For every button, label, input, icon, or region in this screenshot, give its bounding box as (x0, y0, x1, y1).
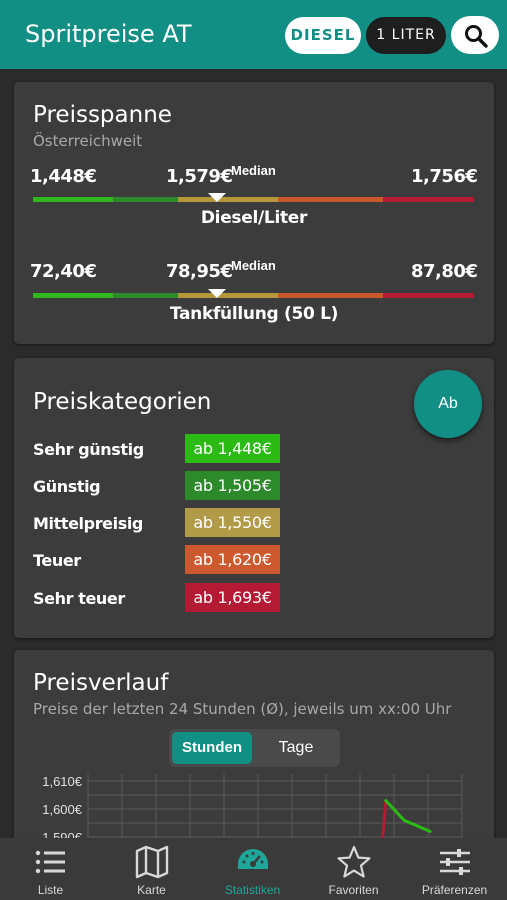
category-badge: ab 1,505€ (185, 471, 280, 500)
liter-median-price: 1,579€ (166, 166, 233, 187)
category-badge: ab 1,550€ (185, 508, 280, 537)
price-range-title: Preisspanne (33, 102, 172, 128)
category-badge: ab 1,448€ (185, 434, 280, 463)
toggle-days[interactable]: Tage (278, 739, 314, 756)
category-label: Mittelpreisig (33, 514, 143, 533)
search-button[interactable] (451, 16, 499, 54)
nav-label: Karte (137, 883, 166, 897)
period-toggle: Stunden Tage (169, 729, 340, 767)
tank-median-price: 78,95€ (166, 261, 233, 282)
tank-median-marker (208, 289, 226, 298)
map-icon (135, 845, 169, 879)
star-icon (337, 845, 371, 878)
series-line-segment (384, 799, 406, 822)
category-badge: ab 1,693€ (185, 583, 280, 612)
category-label: Teuer (33, 551, 81, 570)
tank-price-bar (33, 293, 474, 298)
category-label: Sehr günstig (33, 440, 144, 459)
ab-fab-button[interactable]: Ab (414, 370, 482, 438)
nav-item-praeferenzen[interactable]: Präferenzen (404, 838, 505, 900)
liter-price-bar (33, 197, 474, 202)
sliders-icon (440, 849, 470, 875)
app-bar: Spritpreise AT DIESEL 1 LITER (0, 0, 507, 69)
series-line-segment (402, 818, 432, 833)
category-badge: ab 1,620€ (185, 545, 280, 574)
tank-max-price: 87,80€ (411, 261, 478, 282)
bottom-navigation: Liste Karte Statistiken Favoriten (0, 838, 507, 900)
liter-min-price: 1,448€ (30, 166, 97, 187)
nav-label: Statistiken (224, 883, 281, 897)
search-icon (465, 25, 488, 48)
category-label: Günstig (33, 477, 101, 496)
nav-item-favoriten[interactable]: Favoriten (303, 838, 404, 900)
speedometer-icon (238, 849, 268, 869)
nav-label: Liste (37, 883, 64, 897)
nav-label: Favoriten (328, 883, 379, 897)
liter-bar-caption: Diesel/Liter (200, 208, 308, 228)
tank-min-price: 72,40€ (30, 261, 97, 282)
nav-item-statistiken[interactable]: Statistiken (202, 838, 303, 900)
list-icon (35, 850, 65, 874)
price-range-subtitle: Österreichweit (33, 132, 143, 150)
price-history-card: Preisverlauf Preise der letzten 24 Stund… (14, 650, 494, 850)
nav-item-liste[interactable]: Liste (0, 838, 101, 900)
nav-label: Präferenzen (421, 883, 488, 897)
liter-median-marker (208, 193, 226, 202)
price-history-subtitle: Preise der letzten 24 Stunden (Ø), jewei… (33, 700, 452, 718)
app-title: Spritpreise AT (25, 20, 192, 48)
price-range-card: Preisspanne Österreichweit 1,448€ 1,579€… (14, 82, 494, 344)
tank-bar-caption: Tankfüllung (50 L) (169, 304, 339, 324)
price-history-title: Preisverlauf (33, 670, 169, 696)
price-categories-title: Preiskategorien (33, 389, 212, 415)
y-tick-label: 1,600€ (42, 802, 83, 817)
tank-median-tag: Median (231, 258, 276, 273)
y-tick-label: 1,610€ (42, 774, 83, 789)
liter-median-tag: Median (231, 163, 276, 178)
category-label: Sehr teuer (33, 589, 125, 608)
price-categories-card: Preiskategorien Sehr günstig ab 1,448€ G… (14, 358, 494, 638)
liter-max-price: 1,756€ (411, 166, 478, 187)
toggle-hours[interactable]: Stunden (172, 732, 252, 764)
unit-chip[interactable]: 1 LITER (366, 17, 446, 54)
fuel-type-chip[interactable]: DIESEL (285, 17, 361, 54)
nav-item-karte[interactable]: Karte (101, 838, 202, 900)
